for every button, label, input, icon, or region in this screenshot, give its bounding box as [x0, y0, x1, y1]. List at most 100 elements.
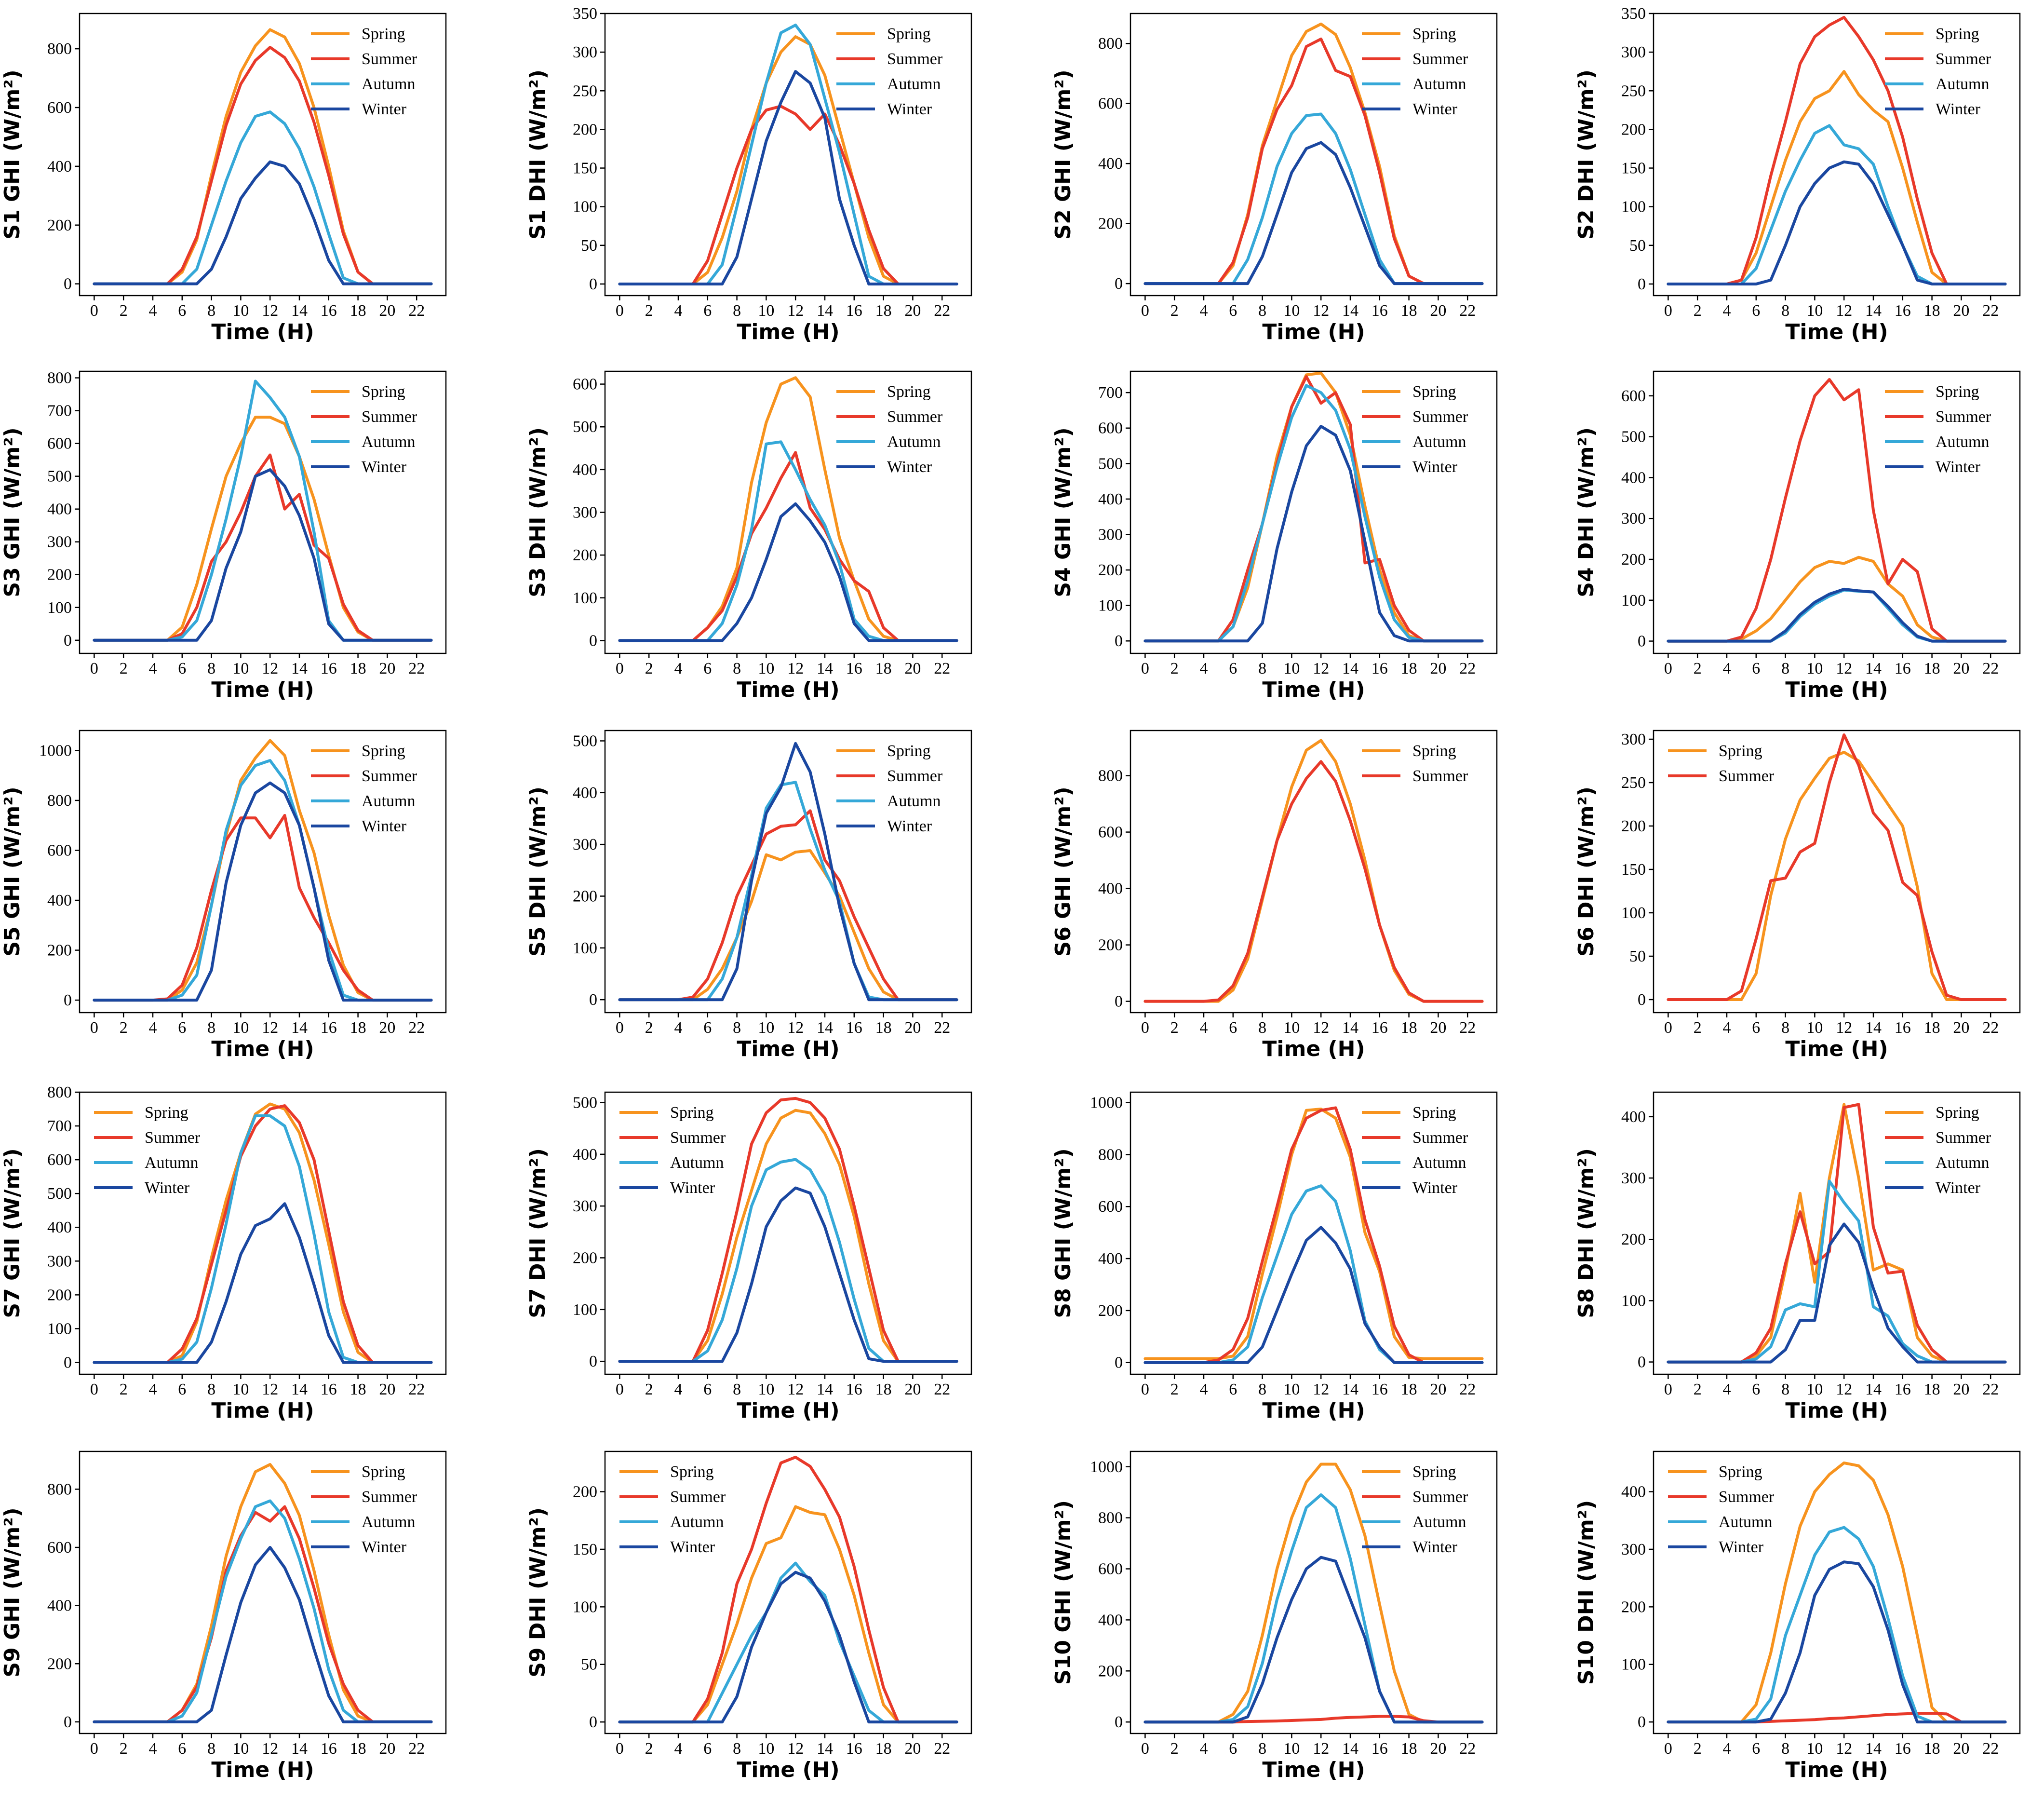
legend-entry: Winter [1412, 1538, 1458, 1556]
plot-frame [1653, 1450, 2021, 1734]
x-tick-label: 22 [408, 1381, 425, 1398]
x-tick-label: 16 [846, 1381, 862, 1398]
x-tick-label: 10 [1806, 660, 1823, 677]
chart-panel-5: 0 2 4 6 8 10 12 14 16 18 20 22 0 100 200 300 400 500 600 70… [0, 369, 447, 702]
x-tick-label: 6 [178, 1019, 186, 1037]
y-tick-label: 200 [1098, 936, 1123, 954]
legend-entry: Summer [362, 408, 417, 426]
y-tick-label: 0 [1115, 1354, 1123, 1372]
legend-entry: Autumn [1412, 1513, 1466, 1531]
x-tick-label: 4 [149, 660, 157, 677]
legend-entry: Spring [1719, 742, 1762, 760]
legend-entry: Spring [1936, 1104, 1979, 1122]
series-line-winter [1143, 1226, 1484, 1364]
x-tick-label: 10 [758, 302, 774, 320]
x-tick-label: 16 [1895, 1019, 1911, 1037]
x-tick-label: 0 [1664, 302, 1672, 320]
x-tick-label: 4 [674, 660, 683, 677]
x-tick-label: 0 [616, 660, 624, 677]
legend-entry: Summer [1412, 767, 1468, 785]
x-tick-label: 16 [1895, 1381, 1911, 1398]
x-tick-label: 6 [1752, 1381, 1760, 1398]
x-tick-label: 6 [703, 1381, 712, 1398]
legend-entry: Summer [670, 1129, 726, 1147]
y-tick-label: 600 [47, 1151, 72, 1169]
y-tick-label: 800 [47, 369, 72, 387]
y-tick-label: 600 [1098, 420, 1123, 437]
x-tick-label: 8 [1258, 660, 1266, 677]
legend-entry: Summer [1412, 408, 1468, 426]
y-axis-label: S10 GHI (W/m²) [1051, 1500, 1076, 1685]
y-axis-label: S5 GHI (W/m²) [0, 786, 25, 956]
legend-entry: Spring [1412, 383, 1456, 401]
series-line-autumn [1667, 1526, 2007, 1724]
x-tick-label: 2 [645, 1019, 653, 1037]
x-tick-label: 12 [1836, 660, 1852, 677]
plot-frame [604, 730, 972, 1014]
x-tick-label: 14 [291, 302, 308, 320]
x-tick-label: 4 [1200, 1019, 1208, 1037]
series-line-spring [1667, 555, 2007, 643]
y-tick-label: 500 [47, 468, 72, 486]
legend-entry: Spring [362, 1463, 405, 1481]
series-line-autumn [1667, 1179, 2007, 1364]
x-tick-label: 10 [1806, 1740, 1823, 1758]
y-tick-label: 100 [573, 939, 597, 957]
y-tick-label: 400 [1098, 1250, 1123, 1268]
y-tick-label: 800 [1098, 35, 1123, 53]
x-tick-label: 4 [149, 302, 157, 320]
y-axis-label: S4 DHI (W/m²) [1574, 427, 1599, 597]
x-tick-label: 4 [1200, 302, 1208, 320]
y-tick-label: 50 [1629, 948, 1646, 965]
legend-entry: Summer [1412, 50, 1468, 68]
chart-panel-20: 0 2 4 6 8 10 12 14 16 18 20 22 0 100 200 300 400 Time (H)… [1574, 1450, 2021, 1782]
x-tick-label: 16 [846, 302, 862, 320]
x-tick-label: 14 [817, 660, 833, 677]
x-tick-label: 12 [787, 660, 804, 677]
x-tick-label: 18 [1924, 660, 1940, 677]
y-tick-label: 200 [1098, 1662, 1123, 1680]
y-tick-label: 600 [1098, 824, 1123, 841]
legend-entry: Winter [362, 100, 407, 118]
legend-entry: Spring [887, 742, 931, 760]
legend-entry: Winter [1719, 1538, 1764, 1556]
x-tick-label: 16 [1372, 1381, 1388, 1398]
x-tick-label: 14 [291, 660, 308, 677]
x-tick-label: 22 [934, 660, 950, 677]
legend-entry: Summer [1412, 1129, 1468, 1147]
legend-entry: Summer [362, 50, 417, 68]
x-tick-label: 2 [645, 302, 653, 320]
series-line-spring [618, 1109, 958, 1363]
x-tick-label: 4 [1723, 660, 1731, 677]
x-tick-label: 2 [120, 1381, 128, 1398]
y-tick-label: 300 [1621, 510, 1646, 528]
y-tick-label: 0 [1638, 1713, 1646, 1731]
y-tick-label: 100 [47, 599, 72, 617]
x-tick-label: 20 [379, 302, 395, 320]
y-tick-label: 200 [1621, 1231, 1646, 1248]
plot-frame [1653, 730, 2021, 1014]
x-tick-label: 0 [1141, 1740, 1149, 1758]
x-tick-label: 6 [1752, 1740, 1760, 1758]
y-tick-label: 700 [47, 402, 72, 420]
y-tick-label: 600 [47, 435, 72, 453]
x-tick-label: 6 [1229, 1019, 1237, 1037]
x-tick-label: 2 [645, 1381, 653, 1398]
y-tick-label: 800 [1098, 767, 1123, 785]
series-line-winter [1143, 425, 1484, 643]
legend-entry: Winter [145, 1179, 190, 1197]
y-tick-label: 100 [1621, 198, 1646, 216]
x-tick-label: 10 [1283, 1381, 1300, 1398]
series-line-winter [618, 1571, 958, 1724]
y-tick-label: 400 [1621, 1483, 1646, 1501]
y-tick-label: 400 [47, 1597, 72, 1615]
series-line-autumn [93, 110, 433, 285]
chart-panel-14: 0 2 4 6 8 10 12 14 16 18 20 22 0 100 200 300 400 500 Time … [525, 1091, 972, 1423]
x-tick-label: 4 [1723, 302, 1731, 320]
y-tick-label: 100 [1621, 592, 1646, 609]
y-tick-label: 1000 [1090, 1458, 1123, 1476]
y-tick-label: 0 [589, 1353, 597, 1370]
x-tick-label: 10 [758, 1740, 774, 1758]
y-tick-label: 200 [573, 121, 597, 138]
